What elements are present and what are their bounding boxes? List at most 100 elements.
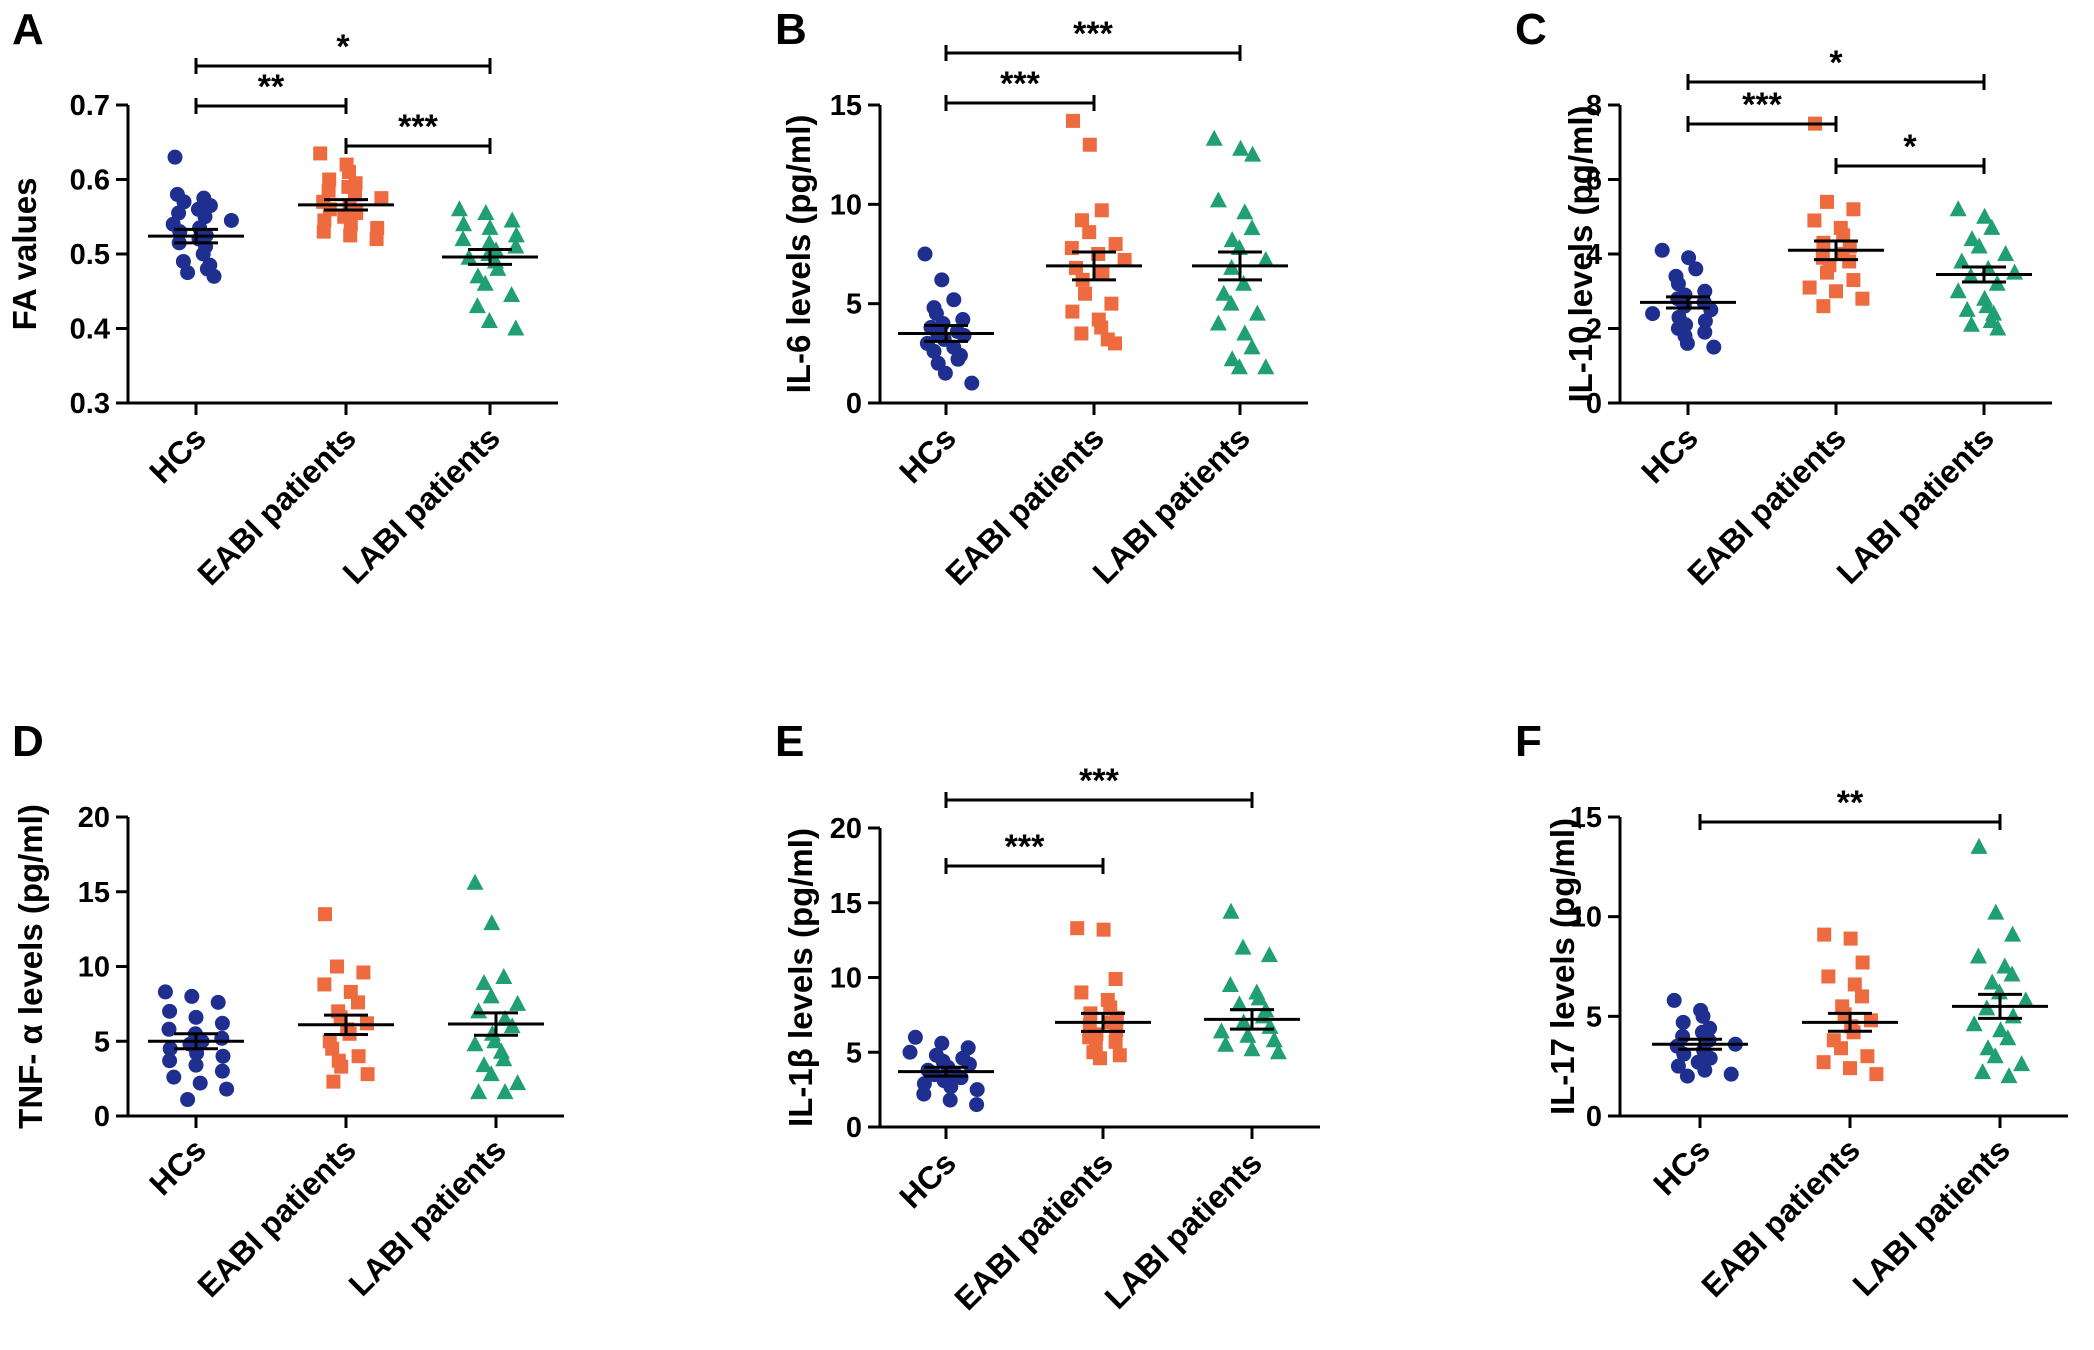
data-point <box>1860 1049 1875 1064</box>
data-point <box>1949 200 1967 217</box>
data-point <box>188 1057 204 1073</box>
data-point <box>1965 1015 1983 1032</box>
significance-label: *** <box>1005 828 1045 866</box>
x-category-label: LABI patients <box>1098 1144 1269 1315</box>
significance-label: *** <box>1000 65 1040 103</box>
x-category-label: EABI patients <box>1694 1131 1867 1304</box>
data-point <box>2004 1007 2022 1024</box>
data-point <box>171 205 187 221</box>
data-point <box>1212 1022 1230 1039</box>
data-point <box>955 312 971 328</box>
series-labi <box>442 200 538 336</box>
significance-bracket: *** <box>944 15 1242 61</box>
data-point <box>455 215 473 232</box>
data-point <box>322 172 337 187</box>
data-point <box>1681 250 1697 266</box>
y-tick-label: 0 <box>846 1112 862 1144</box>
significance-bracket: * <box>194 28 492 74</box>
data-point <box>2004 925 2022 942</box>
data-point <box>1855 989 1869 1004</box>
data-point <box>934 1035 950 1051</box>
significance-label: *** <box>1079 762 1119 800</box>
data-point <box>1215 284 1233 301</box>
y-tick-label: 15 <box>830 888 862 920</box>
data-point <box>1257 250 1275 267</box>
data-point <box>184 988 200 1004</box>
y-tick-label: 10 <box>830 963 862 995</box>
data-point <box>507 319 525 336</box>
data-point <box>483 914 501 931</box>
x-category-label: LABI patients <box>1086 419 1257 590</box>
y-tick-label: 0.6 <box>70 165 110 197</box>
data-point <box>1829 284 1843 299</box>
y-tick-label: 5 <box>94 1026 110 1058</box>
data-point <box>1843 1061 1857 1076</box>
data-point <box>509 1074 527 1091</box>
x-category-label: EABI patients <box>938 419 1111 592</box>
significance-bracket: *** <box>944 828 1105 874</box>
panel-letter: B <box>775 5 807 54</box>
significance-label: * <box>336 28 350 66</box>
data-point <box>466 873 484 890</box>
data-point <box>157 984 173 1000</box>
data-point <box>343 217 358 232</box>
data-point <box>188 1009 204 1025</box>
data-point <box>370 220 385 235</box>
data-point <box>1093 1051 1107 1066</box>
y-axis-label: IL-17 levels (pg/ml) <box>1544 818 1581 1115</box>
data-point <box>348 187 362 202</box>
data-point <box>1066 113 1080 128</box>
data-point <box>2017 991 2035 1008</box>
data-point <box>1670 1058 1686 1074</box>
data-point <box>1958 300 1976 317</box>
data-point <box>1209 314 1227 331</box>
data-point <box>1688 261 1704 277</box>
data-point <box>482 987 500 1004</box>
series-hcs <box>898 246 994 391</box>
data-point <box>1243 338 1261 355</box>
data-point <box>964 375 980 391</box>
data-point <box>1117 252 1132 267</box>
data-point <box>1250 989 1268 1006</box>
data-point <box>162 1003 178 1019</box>
data-point <box>1820 194 1834 209</box>
x-category-label: LABI patients <box>1846 1131 2017 1302</box>
series-eabi <box>1046 113 1142 351</box>
data-point <box>1205 129 1223 146</box>
data-point <box>1847 977 1862 992</box>
data-point <box>961 1056 977 1072</box>
data-point <box>195 246 211 262</box>
significance-bracket: ** <box>1698 784 2002 830</box>
data-point <box>475 1056 493 1073</box>
y-tick-label: 15 <box>78 877 110 909</box>
significance-label: *** <box>398 108 438 146</box>
data-point <box>503 285 521 302</box>
data-point <box>495 967 513 984</box>
data-point <box>214 1015 230 1031</box>
data-point <box>1248 304 1266 321</box>
data-point <box>1963 230 1981 247</box>
data-point <box>1209 191 1227 208</box>
y-tick-label: 2 <box>1586 314 1602 346</box>
data-point <box>934 272 950 288</box>
data-point <box>1257 358 1275 375</box>
data-point <box>318 907 332 922</box>
data-point <box>1108 971 1123 986</box>
y-tick-label: 5 <box>846 1037 862 1069</box>
y-tick-label: 0.7 <box>70 90 110 122</box>
data-point <box>1976 207 1994 224</box>
data-point <box>468 297 486 314</box>
series-hcs <box>1640 242 1736 355</box>
data-point <box>197 209 213 225</box>
significance-label: * <box>1829 44 1843 82</box>
significance-label: ** <box>258 68 285 106</box>
data-point <box>1075 213 1089 228</box>
data-point <box>1999 1029 2017 1046</box>
data-point <box>503 211 521 228</box>
significance-label: *** <box>1073 15 1113 53</box>
data-point <box>1697 283 1713 299</box>
x-category-label: EABI patients <box>1680 419 1853 592</box>
data-point <box>1243 1040 1261 1057</box>
data-point <box>326 1074 341 1089</box>
data-point <box>2013 1055 2031 1072</box>
